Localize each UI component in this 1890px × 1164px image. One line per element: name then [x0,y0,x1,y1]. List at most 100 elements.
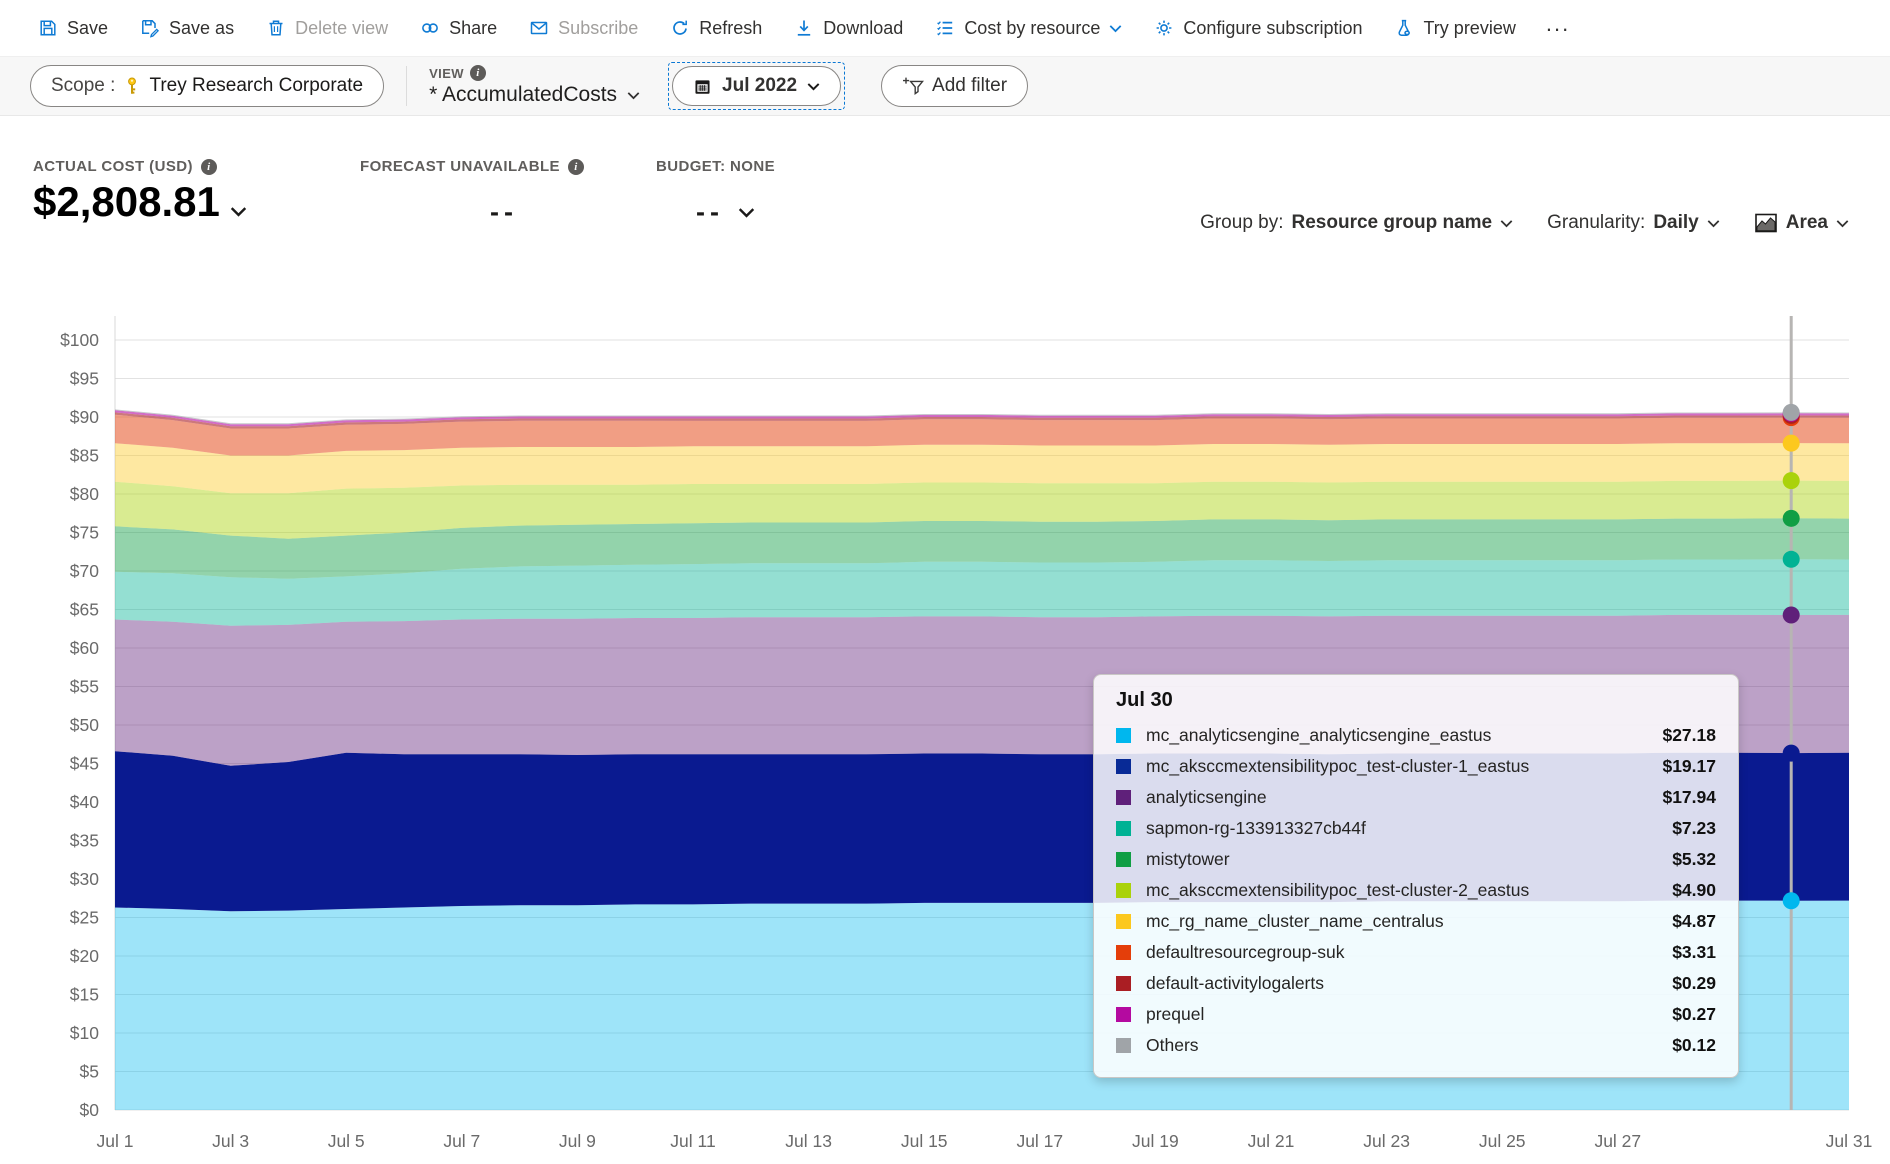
hover-dot [1782,606,1800,624]
y-axis-label: $40 [70,792,99,812]
tooltip-row: mc_aksccmextensibilitypoc_test-cluster-2… [1116,875,1716,906]
y-axis-label: $15 [70,985,99,1005]
budget-label: BUDGET: NONE [656,158,775,175]
date-range-value: Jul 2022 [722,75,798,96]
tooltip-row: default-activitylogalerts $0.29 [1116,968,1716,999]
save-as-button[interactable]: Save as [128,12,246,45]
y-axis-label: $20 [70,946,99,966]
group-by-dropdown[interactable]: Group by: Resource group name [1200,212,1513,234]
series-value: $4.90 [1672,880,1716,900]
series-value: $27.18 [1662,725,1716,745]
area-series [115,414,1849,456]
x-axis-label: Jul 13 [785,1131,832,1151]
series-value: $7.23 [1672,818,1716,838]
granularity-value: Daily [1653,212,1699,233]
series-swatch-icon [1116,883,1131,898]
series-swatch-icon [1116,728,1131,743]
chart-tooltip: Jul 30 mc_analyticsengine_analyticsengin… [1093,674,1739,1078]
hover-dot [1782,892,1800,910]
download-button[interactable]: Download [782,12,915,45]
series-swatch-icon [1116,790,1131,805]
tooltip-row: prequel $0.27 [1116,999,1716,1030]
date-range-picker[interactable]: Jul 2022 [672,66,842,106]
info-icon: i [567,158,584,175]
chevron-down-icon [230,207,247,217]
x-axis-label: Jul 15 [901,1131,948,1151]
delete-view-button[interactable]: Delete view [254,12,400,45]
y-axis-label: $10 [70,1023,99,1043]
series-swatch-icon [1116,976,1131,991]
series-value: $0.29 [1672,973,1716,993]
series-name: mc_aksccmextensibilitypoc_test-cluster-1… [1146,756,1530,776]
series-name: Others [1146,1035,1199,1055]
view-caption: VIEW [429,65,464,81]
more-commands-button[interactable]: ... [1536,11,1580,45]
series-value: $3.31 [1672,942,1716,962]
y-axis-label: $100 [60,330,99,350]
command-bar: Save Save as Delete view Share Subscribe… [0,0,1890,56]
actual-cost-value-row[interactable]: $2,808.81 [33,178,247,225]
group-by-value: Resource group name [1291,212,1493,233]
view-dropdown[interactable]: * AccumulatedCosts [429,83,640,107]
kpi-row: ACTUAL COST (USD) i $2,808.81 FORECAST U… [0,116,1890,246]
y-axis-label: $50 [70,715,99,735]
view-value: * AccumulatedCosts [429,83,618,106]
chart-controls: Group by: Resource group name Granularit… [1200,212,1849,234]
x-axis-label: Jul 5 [328,1131,365,1151]
scope-label: Scope : [51,75,116,96]
share-button[interactable]: Share [408,12,509,45]
add-filter-label: Add filter [932,75,1008,96]
x-axis-label: Jul 3 [212,1131,249,1151]
series-swatch-icon [1116,914,1131,929]
y-axis-label: $25 [70,908,99,928]
hover-dot [1782,744,1800,762]
series-swatch-icon [1116,1007,1131,1022]
share-icon [420,18,440,38]
save-button[interactable]: Save [26,12,120,45]
date-range-focus: Jul 2022 [668,62,846,110]
trash-icon [266,18,286,38]
granularity-dropdown[interactable]: Granularity: Daily [1547,212,1720,234]
divider [406,66,408,106]
refresh-icon [670,18,690,38]
list-icon [935,18,955,38]
y-axis-label: $60 [70,638,99,658]
tooltip-date: Jul 30 [1116,689,1173,711]
try-preview-button[interactable]: Try preview [1382,12,1527,45]
save-as-icon [140,18,160,38]
chart-type-value: Area [1785,212,1828,233]
series-value: $5.32 [1672,849,1716,869]
budget-value-row[interactable]: -- [696,197,775,228]
series-name: mc_rg_name_cluster_name_centralus [1146,911,1444,931]
y-axis-label: $75 [70,523,99,543]
chevron-down-icon [627,91,640,99]
series-swatch-icon [1116,945,1131,960]
refresh-button[interactable]: Refresh [658,12,774,45]
chart-type-dropdown[interactable]: Area [1754,212,1849,234]
chevron-down-icon [1836,219,1849,227]
series-swatch-icon [1116,852,1131,867]
add-filter-button[interactable]: Add filter [881,65,1029,107]
y-axis-label: $80 [70,484,99,504]
x-axis-label: Jul 25 [1479,1131,1526,1151]
series-name: mc_aksccmextensibilitypoc_test-cluster-2… [1146,880,1530,900]
filter-bar: Scope : Trey Research Corporate VIEW i *… [0,56,1890,116]
actual-cost-value: $2,808.81 [33,178,220,225]
budget-value: -- [696,197,724,227]
cost-by-resource-menu[interactable]: Cost by resource [923,12,1134,45]
view-selector: VIEW i * AccumulatedCosts [429,65,640,107]
subscribe-button[interactable]: Subscribe [517,12,650,45]
area-series [115,412,1849,429]
x-axis-label: Jul 19 [1132,1131,1179,1151]
x-axis-label: Jul 23 [1363,1131,1410,1151]
tooltip-row: sapmon-rg-133913327cb44f $7.23 [1116,813,1716,844]
chevron-down-icon [1707,219,1720,227]
granularity-label: Granularity: [1547,212,1646,233]
y-axis-label: $70 [70,561,99,581]
key-icon [123,76,141,96]
configure-subscription-button[interactable]: Configure subscription [1142,12,1374,45]
scope-pill[interactable]: Scope : Trey Research Corporate [30,65,385,107]
info-icon: i [200,158,217,175]
tooltip-row: mistytower $5.32 [1116,844,1716,875]
